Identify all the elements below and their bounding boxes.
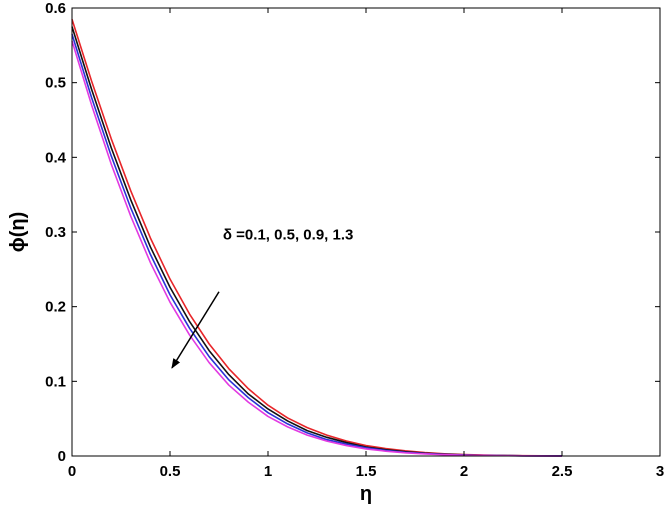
x-tick-label-0: 0 [68,463,76,480]
x-axis-label: η [360,483,372,505]
x-tick-label-6: 3 [656,463,664,480]
annotation-arrow [171,291,220,369]
y-tick-label-2: 0.2 [45,299,66,316]
x-tick-label-2: 1 [264,463,272,480]
series-layer [71,18,563,457]
x-tick-label-3: 1.5 [356,463,377,480]
tick-layer: 0 0.5 1 1.5 2 2.5 3 0 0.1 0.2 0.3 0.4 0.5 0.6 [45,0,664,480]
annotation-label: δ =0.1, 0.5, 0.9, 1.3 [223,226,353,243]
y-tick-label-0: 0 [58,448,66,465]
y-axis-label: ϕ(η) [7,212,29,253]
x-tick-label-4: 2 [460,463,468,480]
x-tick-label-5: 2.5 [552,463,573,480]
annotation-layer: δ =0.1, 0.5, 0.9, 1.3 [171,226,353,369]
series-line-4 [71,40,563,457]
plot-background [72,8,660,456]
y-tick-label-5: 0.5 [45,75,66,92]
y-tick-label-1: 0.1 [45,373,66,390]
y-tick-label-4: 0.4 [45,149,67,166]
x-tick-label-1: 0.5 [160,463,181,480]
y-tick-label-3: 0.3 [45,224,66,241]
y-tick-label-6: 0.6 [45,0,66,17]
